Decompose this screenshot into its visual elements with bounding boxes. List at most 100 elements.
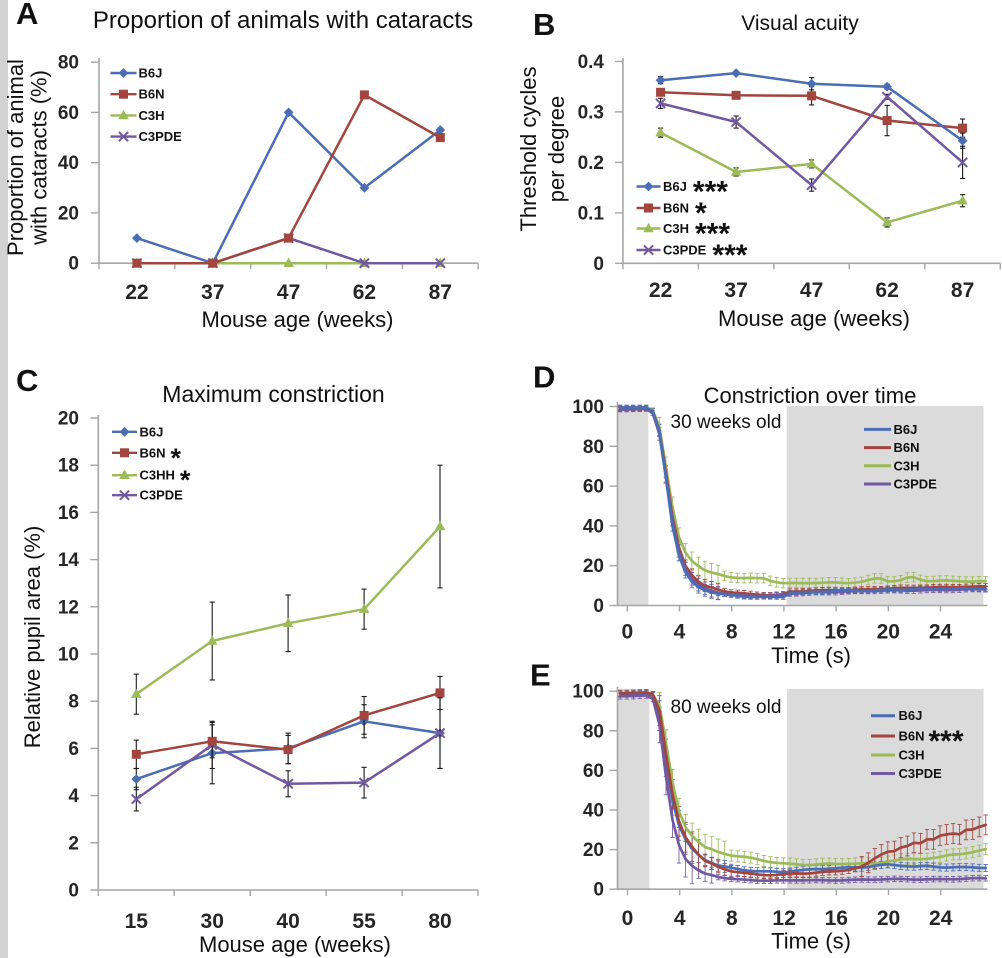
- svg-text:8: 8: [726, 907, 738, 930]
- svg-text:*: *: [180, 465, 191, 495]
- svg-text:0: 0: [68, 881, 79, 902]
- svg-text:16: 16: [824, 621, 847, 644]
- svg-text:80 weeks old: 80 weeks old: [671, 697, 782, 718]
- svg-text:12: 12: [58, 597, 79, 618]
- svg-text:15: 15: [125, 910, 149, 933]
- svg-text:60: 60: [583, 477, 604, 498]
- svg-text:62: 62: [353, 281, 376, 304]
- svg-text:Maximum constriction: Maximum constriction: [162, 381, 384, 407]
- svg-text:8: 8: [726, 621, 738, 644]
- svg-text:E: E: [530, 658, 551, 693]
- svg-text:4: 4: [674, 907, 686, 930]
- svg-text:22: 22: [125, 281, 148, 304]
- svg-text:C3PDE: C3PDE: [894, 477, 938, 492]
- svg-text:40: 40: [583, 801, 604, 822]
- svg-text:B6J: B6J: [139, 66, 163, 81]
- svg-text:80: 80: [583, 721, 604, 742]
- svg-text:30: 30: [201, 910, 224, 933]
- svg-text:0: 0: [593, 254, 604, 275]
- svg-text:60: 60: [583, 761, 604, 782]
- svg-text:0: 0: [593, 596, 604, 617]
- svg-text:30 weeks old: 30 weeks old: [671, 412, 782, 433]
- svg-text:0.3: 0.3: [578, 102, 604, 123]
- svg-text:***: ***: [929, 725, 964, 758]
- svg-text:18: 18: [58, 456, 79, 477]
- svg-text:12: 12: [772, 621, 795, 644]
- svg-text:B6N: B6N: [899, 729, 925, 744]
- svg-text:B6J: B6J: [140, 424, 164, 439]
- svg-text:20: 20: [58, 409, 79, 430]
- svg-text:Threshold cycles: Threshold cycles: [516, 66, 541, 231]
- svg-text:80: 80: [583, 437, 604, 458]
- svg-text:C3H: C3H: [663, 221, 689, 236]
- svg-text:B6N: B6N: [663, 201, 689, 216]
- svg-text:C3H: C3H: [139, 108, 165, 123]
- svg-text:Mouse age (weeks): Mouse age (weeks): [718, 306, 910, 331]
- svg-text:16: 16: [825, 907, 848, 930]
- svg-text:*: *: [171, 443, 182, 473]
- svg-text:A: A: [16, 0, 38, 31]
- svg-text:40: 40: [583, 516, 604, 537]
- svg-text:6: 6: [68, 739, 79, 760]
- svg-text:Visual acuity: Visual acuity: [741, 12, 859, 35]
- svg-text:B6N: B6N: [139, 87, 165, 102]
- svg-text:100: 100: [572, 682, 604, 703]
- svg-text:C3PDE: C3PDE: [139, 129, 183, 144]
- svg-text:14: 14: [58, 550, 80, 571]
- svg-text:87: 87: [429, 281, 452, 304]
- svg-text:87: 87: [951, 279, 974, 302]
- svg-text:80: 80: [58, 53, 79, 74]
- svg-text:C: C: [16, 363, 38, 398]
- svg-text:B: B: [533, 7, 555, 42]
- svg-text:10: 10: [58, 645, 79, 666]
- svg-text:C3PDE: C3PDE: [899, 766, 943, 781]
- svg-text:47: 47: [800, 279, 823, 302]
- svg-text:Mouse age (weeks): Mouse age (weeks): [202, 307, 394, 332]
- svg-text:20: 20: [583, 556, 604, 577]
- svg-text:per degree: per degree: [544, 96, 569, 202]
- svg-text:B6N: B6N: [140, 445, 166, 460]
- svg-text:40: 40: [58, 153, 79, 174]
- svg-text:***: ***: [693, 176, 728, 209]
- svg-text:***: ***: [712, 239, 747, 272]
- svg-text:37: 37: [724, 279, 747, 302]
- svg-text:0: 0: [622, 907, 634, 930]
- svg-text:*: *: [695, 197, 707, 230]
- svg-text:0: 0: [621, 621, 633, 644]
- svg-text:C3PDE: C3PDE: [663, 243, 707, 258]
- svg-text:20: 20: [583, 840, 604, 861]
- svg-text:Proportion of animal: Proportion of animal: [3, 59, 28, 256]
- svg-text:Constriction over time: Constriction over time: [704, 383, 917, 408]
- svg-text:62: 62: [875, 279, 898, 302]
- svg-text:24: 24: [929, 907, 953, 930]
- svg-text:C3PDE: C3PDE: [140, 488, 184, 503]
- svg-text:24: 24: [929, 621, 953, 644]
- svg-text:40: 40: [276, 910, 299, 933]
- svg-text:Time (s): Time (s): [771, 643, 851, 668]
- svg-text:0: 0: [68, 254, 79, 275]
- svg-text:Proportion of animals with cat: Proportion of animals with cataracts: [93, 7, 473, 34]
- svg-text:20: 20: [58, 203, 79, 224]
- svg-text:8: 8: [68, 692, 79, 713]
- svg-text:4: 4: [68, 786, 79, 807]
- svg-text:C3H: C3H: [894, 458, 920, 473]
- svg-text:0: 0: [593, 880, 604, 901]
- svg-text:B6N: B6N: [894, 440, 920, 455]
- svg-text:0.4: 0.4: [578, 52, 605, 73]
- svg-text:B6J: B6J: [663, 179, 687, 194]
- svg-text:55: 55: [352, 910, 376, 933]
- svg-text:100: 100: [572, 397, 604, 418]
- svg-text:20: 20: [877, 621, 900, 644]
- svg-text:Time (s): Time (s): [771, 929, 851, 954]
- svg-text:20: 20: [877, 907, 900, 930]
- svg-text:B6J: B6J: [894, 422, 918, 437]
- svg-text:C3HH: C3HH: [140, 468, 175, 483]
- svg-text:C3H: C3H: [899, 748, 925, 763]
- svg-text:2: 2: [68, 833, 79, 854]
- svg-text:4: 4: [674, 621, 686, 644]
- svg-text:12: 12: [772, 907, 795, 930]
- svg-text:D: D: [533, 360, 555, 395]
- svg-text:Mouse age (weeks): Mouse age (weeks): [199, 932, 391, 957]
- svg-text:***: ***: [695, 218, 730, 251]
- svg-text:0.1: 0.1: [578, 203, 605, 224]
